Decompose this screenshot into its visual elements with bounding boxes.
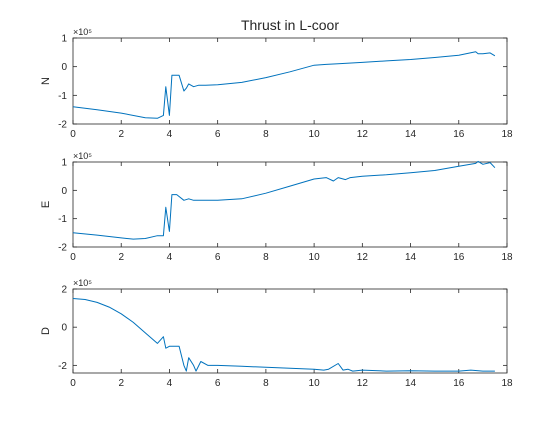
x-tick-label: 0 bbox=[70, 129, 76, 140]
subplot-1: 0 2 4 6 8 10 12 14 16 18 -2 -1 0 1 ×10⁵ N bbox=[40, 27, 513, 140]
y-tick-label: 1 bbox=[61, 34, 67, 45]
x-tick-label: 8 bbox=[263, 252, 269, 263]
x-tick-label: 16 bbox=[453, 378, 465, 389]
y-exponent-label: ×10⁵ bbox=[73, 278, 92, 288]
x-tick-label: 0 bbox=[70, 252, 76, 263]
x-tick-label: 0 bbox=[70, 378, 76, 389]
series-line-1 bbox=[72, 160, 496, 240]
y-tick-label: -1 bbox=[58, 91, 67, 102]
x-tick-label: 16 bbox=[453, 252, 465, 263]
x-tick-label: 14 bbox=[405, 378, 417, 389]
x-tick-label: 6 bbox=[215, 129, 221, 140]
x-tick-label: 10 bbox=[309, 129, 321, 140]
y-tick-label: -1 bbox=[58, 214, 67, 225]
y-tick-label: -2 bbox=[58, 120, 67, 131]
y-axis-label: N bbox=[40, 77, 52, 85]
x-tick-label: 2 bbox=[118, 129, 124, 140]
x-tick-label: 4 bbox=[167, 129, 173, 140]
y-tick-label: 0 bbox=[61, 323, 67, 334]
axes-box bbox=[72, 37, 508, 125]
y-tick-label: 2 bbox=[61, 285, 67, 296]
y-axis-label: E bbox=[40, 201, 52, 208]
x-tick-label: 14 bbox=[405, 252, 417, 263]
x-tick-label: 18 bbox=[501, 378, 513, 389]
subplot-2: 0 2 4 6 8 10 12 14 16 18 -2 -1 0 1 ×10⁵ E bbox=[40, 151, 513, 263]
x-tick-label: 18 bbox=[501, 252, 513, 263]
axes-box bbox=[72, 161, 508, 248]
x-tick-label: 4 bbox=[167, 378, 173, 389]
x-tick-label: 10 bbox=[309, 252, 321, 263]
y-tick-label: 1 bbox=[61, 158, 67, 169]
x-tick-label: 8 bbox=[263, 378, 269, 389]
x-tick-label: 6 bbox=[215, 378, 221, 389]
x-tick-label: 14 bbox=[405, 129, 417, 140]
figure-title: Thrust in L-coor bbox=[241, 17, 339, 33]
x-tick-label: 10 bbox=[309, 378, 321, 389]
x-tick-label: 12 bbox=[357, 252, 369, 263]
y-exponent-label: ×10⁵ bbox=[73, 151, 92, 161]
x-tick-label: 4 bbox=[167, 252, 173, 263]
axes-box bbox=[72, 288, 508, 374]
y-axis-label: D bbox=[40, 327, 52, 335]
x-tick-label: 6 bbox=[215, 252, 221, 263]
x-tick-label: 2 bbox=[118, 252, 124, 263]
x-tick-label: 12 bbox=[357, 378, 369, 389]
y-exponent-label: ×10⁵ bbox=[73, 27, 92, 37]
series-line-1 bbox=[72, 298, 495, 372]
x-tick-label: 12 bbox=[357, 129, 369, 140]
y-tick-label: -2 bbox=[58, 243, 67, 254]
x-tick-label: 2 bbox=[118, 378, 124, 389]
y-tick-label: 0 bbox=[61, 186, 67, 197]
series-line-1 bbox=[72, 51, 496, 119]
x-tick-label: 8 bbox=[263, 129, 269, 140]
y-tick-label: -2 bbox=[58, 361, 67, 372]
x-tick-label: 16 bbox=[453, 129, 465, 140]
x-tick-label: 18 bbox=[501, 129, 513, 140]
y-tick-label: 0 bbox=[61, 62, 67, 73]
